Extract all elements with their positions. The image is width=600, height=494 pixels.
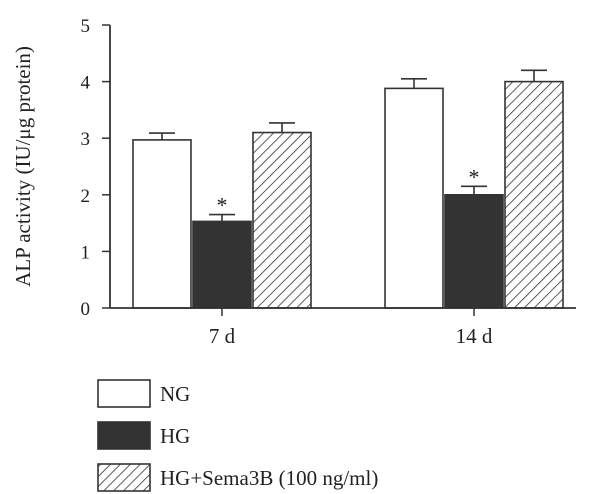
bar-ng-14d — [384, 87, 444, 309]
y-tick-label: 4 — [81, 73, 91, 94]
x-category-label: 7 d — [209, 324, 236, 348]
bar-ng-7d — [132, 139, 192, 309]
legend-swatch — [97, 421, 151, 450]
legend-label: HG+Sema3B (100 ng/ml) — [160, 466, 378, 490]
y-axis-ticks: 0 1 2 3 4 5 — [81, 16, 110, 320]
bar-hg-14d — [444, 194, 504, 309]
legend-label: HG — [160, 424, 190, 448]
y-tick-label: 0 — [81, 299, 91, 320]
y-tick-label: 2 — [81, 186, 91, 207]
y-tick-label: 5 — [81, 16, 91, 37]
significance-marker: * — [469, 164, 480, 189]
legend-swatch — [97, 379, 151, 408]
axes — [109, 25, 576, 309]
y-tick-label: 1 — [81, 242, 91, 263]
y-axis-label: ALP activity (IU/μg protein) — [11, 46, 35, 287]
legend-label: NG — [160, 382, 190, 406]
bar-hg-7d — [192, 220, 252, 309]
legend-swatch — [97, 463, 151, 492]
x-category-label: 14 d — [456, 324, 493, 348]
bar-hg-sema3b-14d — [504, 80, 564, 309]
bar-hg-sema3b-7d — [252, 131, 312, 309]
legend: NG HG HG+Sema3B (100 ng/ml) — [97, 379, 378, 492]
y-tick-label: 3 — [81, 129, 91, 150]
x-axis-category-labels: 7 d 14 d — [209, 308, 493, 348]
significance-marker: * — [217, 193, 228, 218]
bars: ** — [132, 69, 564, 309]
